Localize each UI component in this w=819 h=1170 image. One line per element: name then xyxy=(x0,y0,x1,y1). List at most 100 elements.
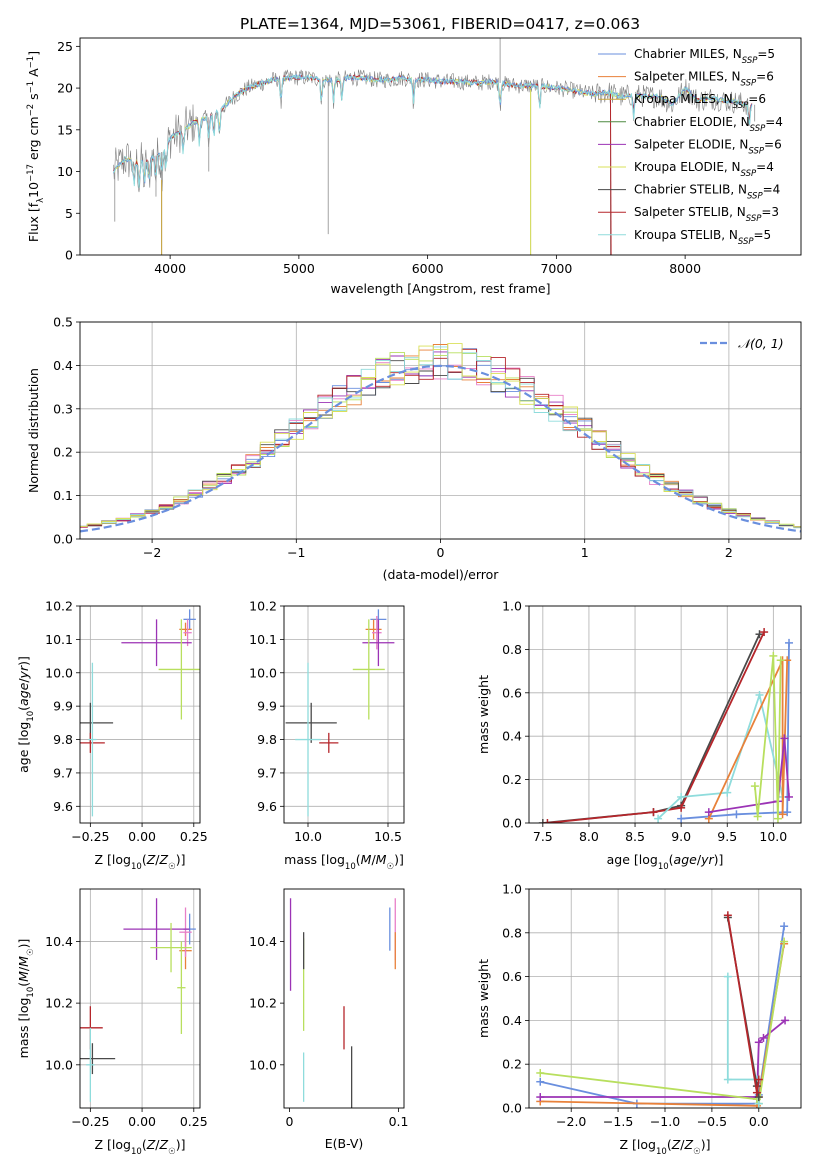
y-tick-label: 0.0 xyxy=(502,1101,522,1116)
error-bars xyxy=(80,609,200,817)
x-axis-label: Z [log10(Z/Z☉)] xyxy=(620,1137,711,1157)
age_vs_Z-panel: −0.25 0.00 0.25 9.6 9.7 9.8 9.9 10.0 10.1 10.2 Z [… xyxy=(16,599,208,873)
y-tick-label: 10.1 xyxy=(45,632,73,647)
axes-frame xyxy=(528,605,802,824)
y-tick-label: 10.2 xyxy=(45,996,73,1011)
axes-frame xyxy=(283,888,405,1109)
label-part: )] xyxy=(176,1137,186,1152)
axes-frame xyxy=(79,37,802,256)
label-part: 10 xyxy=(26,711,36,722)
label-part: M xyxy=(16,956,31,967)
mass_vs_ebv-panel: 0 0.1 10.0 10.2 10.4 xyxy=(249,888,409,1129)
label-part: ☉ xyxy=(168,1147,176,1157)
label-part: M xyxy=(376,852,387,867)
y-axis-label: mass [log10(M/M☉)] xyxy=(16,939,36,1059)
y-axis-label: mass weight xyxy=(476,959,491,1038)
x-tick-label: −0.25 xyxy=(71,829,109,844)
x-tick-label: −0.5 xyxy=(697,1114,727,1129)
label-part: / xyxy=(16,678,31,683)
y-tick-label: 9.8 xyxy=(257,732,277,747)
y-tick-label: 10.1 xyxy=(249,632,277,647)
y-tick-label: 9.8 xyxy=(53,732,73,747)
legend-label: Chabrier STELIB, NSSP=4 xyxy=(634,183,780,202)
y-tick-label: 9.9 xyxy=(53,699,73,714)
label-part: Kroupa STELIB, N xyxy=(634,228,738,242)
error-bars xyxy=(80,898,196,1102)
label-part: s xyxy=(26,93,41,104)
axes-frame xyxy=(79,888,201,1109)
label-part: 10 xyxy=(656,1147,667,1157)
label-part: age [log xyxy=(607,852,658,867)
x-tick-label: 5000 xyxy=(283,261,315,276)
label-part: )] xyxy=(701,1137,711,1152)
error-bars xyxy=(289,898,396,1108)
label-part: Z xyxy=(684,1137,694,1152)
model-drop xyxy=(609,93,612,255)
label-part: M xyxy=(16,971,31,982)
label-part: M xyxy=(361,852,372,867)
legend-label: Salpeter MILES, NSSP=6 xyxy=(634,70,774,89)
label-part: / xyxy=(16,966,31,971)
label-part: 10 xyxy=(131,1147,142,1157)
label-part: Kroupa ELODIE, N xyxy=(634,160,741,174)
label-part: =6 xyxy=(756,70,774,84)
weight_vs_Z-panel: −2.0 −1.5 −1.0 −0.5 0.0 0.0 0.2 0.4 0.6 0.8 1.0 Z [… xyxy=(476,882,802,1157)
label-part: =5 xyxy=(757,47,775,61)
label-part: ( xyxy=(669,852,674,867)
y-tick-label: 25 xyxy=(57,39,73,54)
label-part: ☉ xyxy=(26,948,36,956)
label-part: SSP xyxy=(746,214,762,224)
label-part: 10 xyxy=(26,987,36,998)
label-part: Salpeter STELIB, N xyxy=(634,205,746,219)
y-tick-label: 0.8 xyxy=(502,925,522,940)
label-part: )] xyxy=(714,852,724,867)
x-tick-label: −1 xyxy=(287,545,305,560)
label-part: yr xyxy=(16,665,31,679)
figure-title: PLATE=1364, MJD=53061, FIBERID=0417, z=0… xyxy=(240,15,640,33)
x-tick-label: 2 xyxy=(725,545,733,560)
y-tick-label: 0.2 xyxy=(502,772,522,787)
legend-label: Salpeter ELODIE, NSSP=6 xyxy=(634,137,782,156)
y-tick-label: 15 xyxy=(57,122,73,137)
label-part: )] xyxy=(16,939,31,949)
axes-frame xyxy=(528,888,802,1109)
label-part: Chabrier MILES, N xyxy=(634,47,742,61)
label-part: 10 xyxy=(658,862,669,872)
axes-frame xyxy=(79,605,201,824)
legend-label: Kroupa ELODIE, NSSP=4 xyxy=(634,160,774,179)
label-part: mass [log xyxy=(16,998,31,1059)
x-tick-label: 0.25 xyxy=(180,829,208,844)
x-tick-label: 0.00 xyxy=(128,829,156,844)
label-part: ( xyxy=(356,852,361,867)
label-part: Chabrier STELIB, N xyxy=(634,183,747,197)
x-tick-label: 0.00 xyxy=(128,1114,156,1129)
y-tick-label: 0.0 xyxy=(53,532,73,547)
y-tick-label: 10 xyxy=(57,164,73,179)
label-part: / xyxy=(155,1137,160,1152)
y-tick-label: 10.4 xyxy=(45,934,73,949)
x-tick-label: 0 xyxy=(285,1114,293,1129)
label-part: Chabrier ELODIE, N xyxy=(634,115,750,129)
y-tick-label: 9.7 xyxy=(257,765,277,780)
label-part: ☉ xyxy=(168,862,176,872)
legend-label: 𝒩(0, 1) xyxy=(738,336,784,351)
label-part: Z [log xyxy=(620,1137,656,1152)
x-tick-label: 1 xyxy=(581,545,589,560)
label-part: Z xyxy=(146,1137,156,1152)
x-tick-label: −1.0 xyxy=(650,1114,680,1129)
label-part: ] xyxy=(26,51,41,56)
x-tick-label: 10.5 xyxy=(374,829,402,844)
x-tick-label: 0.25 xyxy=(180,1114,208,1129)
x-tick-label: 0.1 xyxy=(389,1114,409,1129)
label-part: Z xyxy=(146,852,156,867)
x-tick-label: −2.0 xyxy=(556,1114,586,1129)
y-tick-label: 0.8 xyxy=(502,642,522,657)
label-part: 10 xyxy=(345,862,356,872)
label-part: Kroupa MILES, N xyxy=(634,92,733,106)
label-part: 10 xyxy=(131,862,142,872)
y-tick-label: 10.0 xyxy=(249,665,277,680)
x-axis-label: (data-model)/error xyxy=(383,567,500,582)
weight-lines xyxy=(538,628,794,823)
